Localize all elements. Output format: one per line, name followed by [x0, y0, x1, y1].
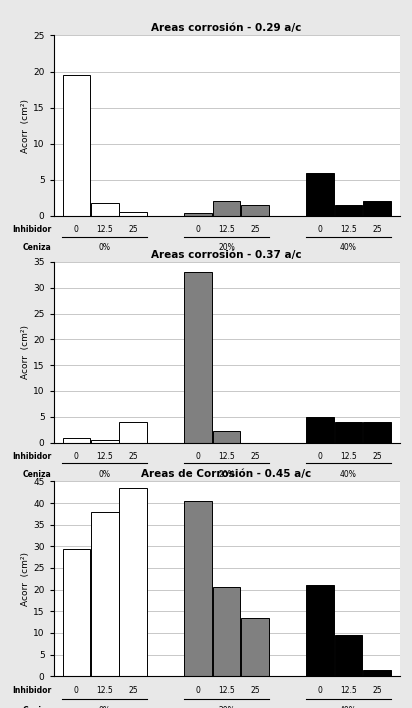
Title: Areas corrosión - 0.29 a/c: Areas corrosión - 0.29 a/c [152, 23, 302, 33]
Text: 0: 0 [74, 225, 79, 234]
Text: 40%: 40% [340, 706, 357, 708]
Bar [119, 422, 147, 442]
Bar [335, 635, 362, 676]
Text: 0%: 0% [99, 706, 111, 708]
Text: 0: 0 [196, 225, 201, 234]
Text: 20%: 20% [218, 243, 235, 252]
Text: Inhibidor: Inhibidor [12, 225, 52, 234]
Title: Areas corrosión - 0.37 a/c: Areas corrosión - 0.37 a/c [151, 250, 302, 260]
Text: 25: 25 [129, 452, 138, 460]
Text: 12.5: 12.5 [218, 452, 235, 460]
Bar [306, 417, 334, 442]
Bar [213, 588, 240, 676]
Bar [185, 273, 212, 442]
Text: 25: 25 [250, 452, 260, 460]
Text: 40%: 40% [340, 469, 357, 479]
Text: 0: 0 [74, 452, 79, 460]
Bar [91, 512, 119, 676]
Text: b): b) [220, 497, 233, 507]
Bar [213, 431, 240, 442]
Bar [363, 670, 391, 676]
Title: Areas de Corrosión - 0.45 a/c: Areas de Corrosión - 0.45 a/c [141, 469, 312, 479]
Text: 25: 25 [372, 452, 382, 460]
Text: 0: 0 [318, 225, 323, 234]
Text: 12.5: 12.5 [96, 225, 113, 234]
Text: 0%: 0% [99, 469, 111, 479]
Text: Ceniza: Ceniza [23, 469, 52, 479]
Bar [306, 173, 334, 216]
Text: 0: 0 [318, 452, 323, 460]
Text: 12.5: 12.5 [96, 686, 113, 695]
Text: 25: 25 [372, 686, 382, 695]
Y-axis label: Acorr  (cm²): Acorr (cm²) [21, 325, 30, 379]
Bar [63, 549, 90, 676]
Bar [306, 586, 334, 676]
Text: 40%: 40% [340, 243, 357, 252]
Bar [63, 75, 90, 216]
Bar [213, 202, 240, 216]
Text: 25: 25 [129, 686, 138, 695]
Text: 25: 25 [250, 225, 260, 234]
Text: 25: 25 [129, 225, 138, 234]
Bar [335, 422, 362, 442]
Bar [185, 501, 212, 676]
Text: Inhibidor: Inhibidor [12, 686, 52, 695]
Text: 12.5: 12.5 [340, 225, 357, 234]
Text: 12.5: 12.5 [340, 686, 357, 695]
Bar [363, 202, 391, 216]
Text: 20%: 20% [218, 706, 235, 708]
Text: a): a) [220, 270, 233, 280]
Y-axis label: Acorr  (cm²): Acorr (cm²) [21, 552, 30, 606]
Text: 25: 25 [250, 686, 260, 695]
Text: 12.5: 12.5 [218, 686, 235, 695]
Text: 0: 0 [318, 686, 323, 695]
Text: 0%: 0% [99, 243, 111, 252]
Bar [241, 617, 269, 676]
Text: 0: 0 [196, 452, 201, 460]
Bar [185, 213, 212, 216]
Text: 0: 0 [74, 686, 79, 695]
Bar [119, 488, 147, 676]
Bar [363, 422, 391, 442]
Text: 12.5: 12.5 [96, 452, 113, 460]
Bar [63, 438, 90, 442]
Text: 20%: 20% [218, 469, 235, 479]
Text: 0: 0 [196, 686, 201, 695]
Text: Ceniza: Ceniza [23, 706, 52, 708]
Y-axis label: Acorr  (cm²): Acorr (cm²) [21, 98, 30, 153]
Bar [91, 203, 119, 216]
Text: Ceniza: Ceniza [23, 243, 52, 252]
Text: 12.5: 12.5 [218, 225, 235, 234]
Bar [119, 212, 147, 216]
Bar [91, 440, 119, 442]
Bar [241, 205, 269, 216]
Text: 25: 25 [372, 225, 382, 234]
Bar [335, 205, 362, 216]
Text: Inhibidor: Inhibidor [12, 452, 52, 460]
Text: 12.5: 12.5 [340, 452, 357, 460]
